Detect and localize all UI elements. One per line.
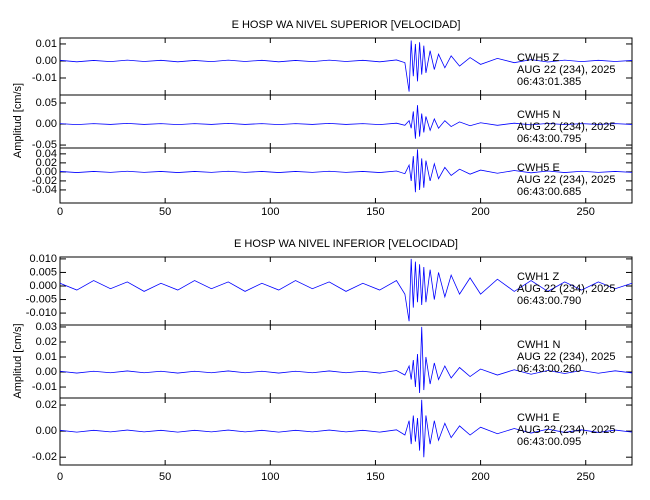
x-tick-label: 50 bbox=[159, 471, 171, 483]
station-label: CWH1 E bbox=[517, 412, 560, 424]
y-tick-label: 0.00 bbox=[36, 166, 57, 178]
y-tick-label: 0.00 bbox=[36, 118, 57, 130]
waveform bbox=[59, 326, 633, 394]
chart-title: E HOSP WA NIVEL SUPERIOR [VELOCIDAD] bbox=[232, 19, 461, 31]
x-tick-label: 150 bbox=[366, 206, 384, 218]
y-tick-label: 0.00 bbox=[36, 425, 57, 437]
x-tick-label: 250 bbox=[577, 471, 595, 483]
waveform bbox=[59, 258, 633, 322]
time-label: 06:43:00.095 bbox=[517, 436, 581, 448]
y-tick-label: -0.010 bbox=[26, 307, 57, 319]
time-label: 06:43:00.795 bbox=[517, 133, 581, 145]
y-tick-label: -0.05 bbox=[32, 139, 57, 151]
x-tick-label: 200 bbox=[471, 206, 489, 218]
station-label: CWH1 Z bbox=[517, 271, 559, 283]
y-tick-label: 0.00 bbox=[36, 366, 57, 378]
y-tick-label: 0.000 bbox=[29, 280, 57, 292]
waveform bbox=[59, 40, 633, 92]
time-label: 06:43:01.385 bbox=[517, 76, 581, 88]
y-tick-label: 0.05 bbox=[36, 97, 57, 109]
y-tick-label: -0.02 bbox=[32, 175, 57, 187]
date-label: AUG 22 (234), 2025 bbox=[517, 424, 615, 436]
chart-title: E HOSP WA NIVEL INFERIOR [VELOCIDAD] bbox=[234, 238, 458, 250]
station-label: CWH5 Z bbox=[517, 52, 559, 64]
x-tick-label: 0 bbox=[57, 471, 63, 483]
y-tick-label: -0.01 bbox=[32, 72, 57, 84]
time-label: 06:43:00.790 bbox=[517, 295, 581, 307]
y-tick-label: -0.04 bbox=[32, 184, 57, 196]
y-tick-label: 0.02 bbox=[36, 157, 57, 169]
date-label: AUG 22 (234), 2025 bbox=[517, 64, 615, 76]
x-tick-label: 100 bbox=[261, 206, 279, 218]
x-tick-label: 100 bbox=[261, 471, 279, 483]
date-label: AUG 22 (234), 2025 bbox=[517, 121, 615, 133]
y-tick-label: -0.005 bbox=[26, 293, 57, 305]
y-tick-label: 0.01 bbox=[36, 38, 57, 50]
station-label: CWH1 N bbox=[517, 339, 560, 351]
y-tick-label: 0.005 bbox=[29, 266, 57, 278]
panel-frame bbox=[59, 147, 633, 204]
y-tick-label: 0.00 bbox=[36, 55, 57, 67]
x-tick-label: 0 bbox=[57, 206, 63, 218]
date-label: AUG 22 (234), 2025 bbox=[517, 174, 615, 186]
y-tick-label: 0.04 bbox=[36, 148, 57, 160]
waveform bbox=[59, 105, 633, 139]
x-tick-label: 200 bbox=[471, 471, 489, 483]
station-label: CWH5 N bbox=[517, 109, 560, 121]
time-label: 06:43:00.685 bbox=[517, 186, 581, 198]
y-tick-label: -0.01 bbox=[32, 381, 57, 393]
y-tick-label: 0.01 bbox=[36, 351, 57, 363]
y-axis-label: Amplitud [cm/s] bbox=[12, 323, 24, 398]
x-tick-label: 250 bbox=[577, 206, 595, 218]
y-tick-label: 0.02 bbox=[36, 336, 57, 348]
date-label: AUG 22 (234), 2025 bbox=[517, 283, 615, 295]
y-axis-label: Amplitud [cm/s] bbox=[12, 83, 24, 158]
time-label: 06:43:00.260 bbox=[517, 363, 581, 375]
waveform bbox=[59, 399, 633, 458]
x-tick-label: 150 bbox=[366, 471, 384, 483]
y-tick-label: -0.02 bbox=[32, 451, 57, 463]
y-tick-label: 0.010 bbox=[29, 253, 57, 265]
y-tick-label: 0.03 bbox=[36, 321, 57, 333]
x-tick-label: 50 bbox=[159, 206, 171, 218]
y-tick-label: 0.02 bbox=[36, 399, 57, 411]
waveform bbox=[59, 149, 633, 193]
date-label: AUG 22 (234), 2025 bbox=[517, 351, 615, 363]
station-label: CWH5 E bbox=[517, 162, 560, 174]
